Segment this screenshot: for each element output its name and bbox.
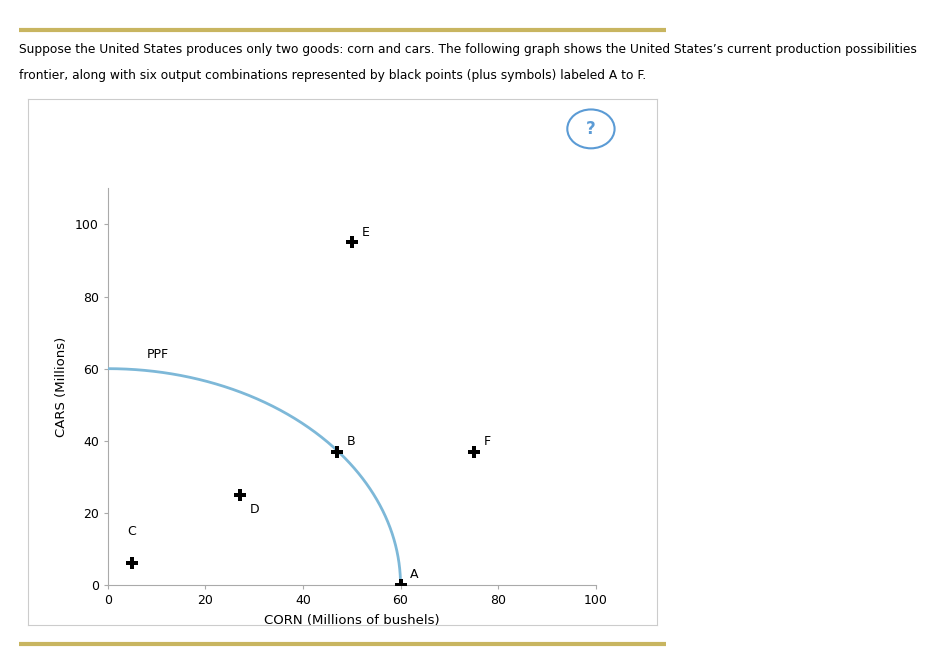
- Text: A: A: [410, 568, 418, 582]
- Text: Suppose the United States produces only two goods: corn and cars. The following : Suppose the United States produces only …: [19, 43, 916, 56]
- Text: PPF: PPF: [147, 348, 169, 362]
- Text: C: C: [128, 525, 136, 538]
- Text: frontier, along with six output combinations represented by black points (plus s: frontier, along with six output combinat…: [19, 69, 646, 83]
- Y-axis label: CARS (Millions): CARS (Millions): [55, 336, 68, 437]
- Text: D: D: [250, 504, 259, 516]
- Text: B: B: [347, 435, 356, 448]
- Text: E: E: [361, 226, 370, 239]
- X-axis label: CORN (Millions of bushels): CORN (Millions of bushels): [264, 614, 440, 627]
- Text: F: F: [483, 435, 491, 448]
- Text: ?: ?: [586, 120, 596, 138]
